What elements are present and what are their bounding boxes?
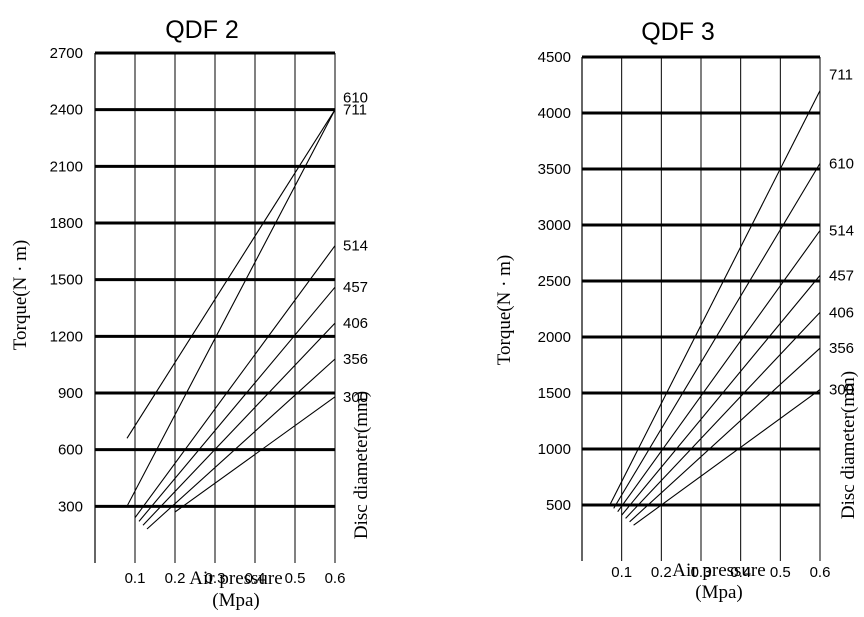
- series-line-406: [143, 323, 335, 525]
- y-tick-labels: 500 1000 1500 2000 2500 3000 3500 4000 4500: [538, 49, 571, 514]
- x-tick-label: 0.2: [165, 570, 186, 587]
- y-tick-label: 2400: [50, 102, 83, 119]
- series-line-457: [139, 287, 335, 521]
- chart-qdf2: QDF 2 300600900120015001800210024002700 …: [10, 16, 372, 611]
- series-line-514: [135, 246, 335, 518]
- series-line-711: [610, 91, 820, 505]
- y-tick-label: 300: [58, 498, 83, 515]
- y-tick-labels: 300 600 900 1200 1500 1800 2100 2400 2700: [50, 45, 83, 515]
- y-tick-label: 1800: [50, 215, 83, 232]
- series-label-406: 406: [829, 304, 854, 321]
- y-tick-label: 4000: [538, 105, 571, 122]
- x-tick-label: 0.6: [810, 564, 831, 581]
- series-line-514: [618, 231, 820, 512]
- x-tick-label: 0.1: [125, 570, 146, 587]
- chart-title: QDF 2: [165, 16, 239, 44]
- grid: [95, 53, 335, 563]
- series-lines: [610, 91, 820, 526]
- y-tick-label: 2100: [50, 158, 83, 175]
- series-label-457: 457: [343, 279, 368, 296]
- series-label-356: 356: [829, 340, 854, 357]
- x-axis-unit: (Mpa): [212, 590, 259, 611]
- x-axis-unit: (Mpa): [695, 582, 742, 603]
- chart-title: QDF 3: [641, 18, 715, 46]
- series-label-457: 457: [829, 267, 854, 284]
- x-tick-label: 0.1: [611, 564, 632, 581]
- y-axis-label: Torque(N · m): [494, 255, 515, 366]
- y-tick-label: 1500: [538, 385, 571, 402]
- chart-qdf3: QDF 3 500 1000 1500 2000 2500 3000 3500 4000 450…: [494, 18, 859, 603]
- y-tick-label: 600: [58, 442, 83, 459]
- series-line-711: [127, 110, 335, 439]
- x-tick-label: 0.5: [285, 570, 306, 587]
- series-lines: [127, 110, 335, 529]
- series-label-514: 514: [343, 238, 368, 255]
- y-tick-label: 1000: [538, 441, 571, 458]
- y-tick-label: 3000: [538, 217, 571, 234]
- series-label-356: 356: [343, 351, 368, 368]
- y-axis-label: Torque(N · m): [10, 240, 31, 351]
- y-tick-label: 900: [58, 385, 83, 402]
- y-tick-label: 4500: [538, 49, 571, 66]
- series-axis-label: Disc diameter(mm): [351, 391, 372, 539]
- y-tick-label: 3500: [538, 161, 571, 178]
- series-label-711: 711: [829, 67, 853, 84]
- x-tick-label: 0.5: [770, 564, 791, 581]
- series-label-406: 406: [343, 315, 368, 332]
- y-tick-label: 2000: [538, 329, 571, 346]
- x-tick-label: 0.2: [651, 564, 672, 581]
- y-tick-label: 500: [546, 497, 571, 514]
- grid: [582, 57, 820, 561]
- series-label-610: 610: [829, 155, 854, 172]
- series-line-457: [622, 275, 820, 515]
- series-axis-label: Disc diameter(mm): [838, 371, 859, 519]
- x-axis-label: Air pressure: [189, 568, 282, 589]
- y-tick-label: 1200: [50, 328, 83, 345]
- y-tick-label: 1500: [50, 272, 83, 289]
- y-tick-label: 2700: [50, 45, 83, 62]
- series-label-610: 610: [343, 90, 368, 107]
- series-label-514: 514: [829, 223, 854, 240]
- x-tick-label: 0.6: [325, 570, 346, 587]
- series-line-610: [127, 110, 335, 507]
- x-axis-label: Air pressure: [672, 560, 765, 581]
- y-tick-label: 2500: [538, 273, 571, 290]
